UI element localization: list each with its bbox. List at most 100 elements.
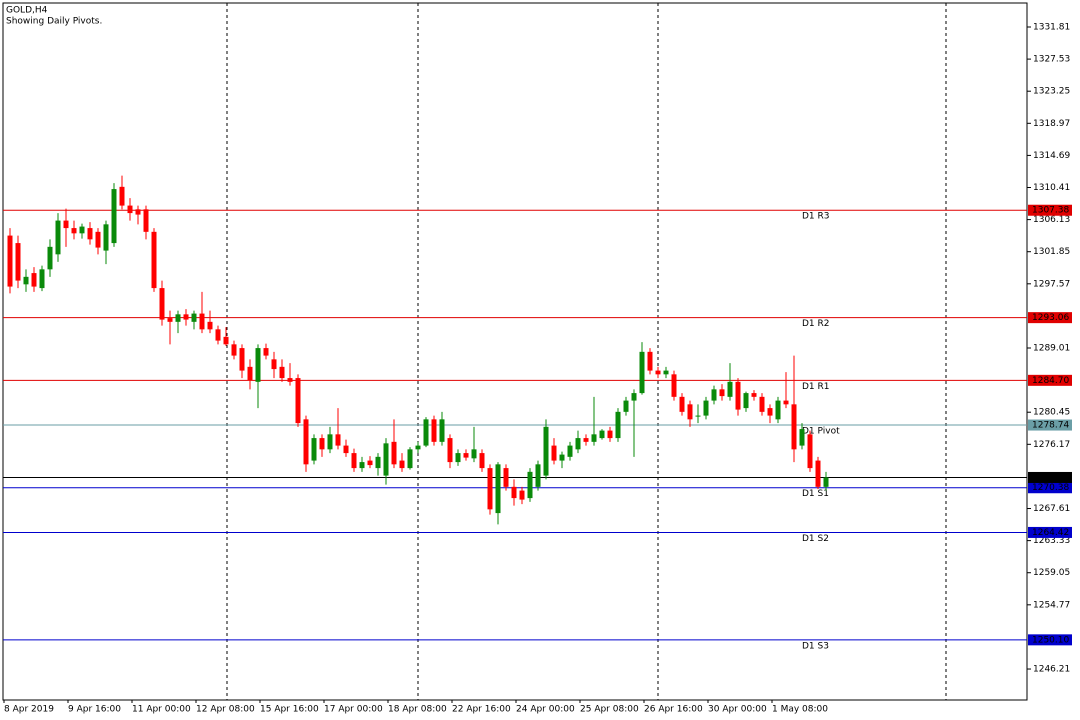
- candle-body: [439, 419, 445, 442]
- candle-body: [807, 434, 813, 469]
- candle-body: [511, 486, 517, 499]
- candle-body: [279, 366, 285, 379]
- candle-body: [455, 453, 461, 463]
- candle-body: [775, 400, 781, 420]
- candle-body: [607, 430, 613, 439]
- x-tick-label: 8 Apr 2019: [4, 705, 54, 715]
- x-tick-label: 17 Apr 00:00: [324, 705, 383, 715]
- candle-body: [63, 220, 69, 229]
- candle-body: [639, 351, 645, 394]
- candle-body: [567, 445, 573, 457]
- y-tick-label: 1259.05: [1033, 568, 1070, 578]
- last-price-box: [1028, 471, 1072, 483]
- candle-body: [647, 351, 653, 371]
- level-price-label: 1284.70: [1032, 376, 1069, 386]
- candle-body: [655, 370, 661, 375]
- y-tick-label: 1263.33: [1033, 536, 1070, 546]
- candle-body: [191, 313, 197, 322]
- candle-body: [679, 396, 685, 412]
- y-tick-label: 1276.17: [1033, 440, 1070, 450]
- candle-body: [695, 415, 701, 417]
- candle-body: [487, 468, 493, 510]
- level-price-label: 1278.74: [1032, 421, 1069, 431]
- candle-body: [711, 389, 717, 401]
- candle-body: [247, 366, 253, 381]
- candle-body: [615, 411, 621, 439]
- level-price-label: 1264.42: [1032, 528, 1069, 538]
- candle-body: [95, 231, 101, 248]
- candle-body: [15, 243, 21, 281]
- candle-body: [575, 438, 581, 450]
- y-tick-label: 1267.61: [1033, 504, 1070, 514]
- candle-body: [527, 471, 533, 499]
- candle-body: [311, 438, 317, 461]
- candle-body: [215, 329, 221, 341]
- candle-body: [751, 393, 757, 397]
- candle-body: [343, 445, 349, 454]
- chart-subtitle: Showing Daily Pivots.: [6, 17, 102, 27]
- y-tick-label: 1314.69: [1033, 151, 1070, 161]
- candle-body: [671, 374, 677, 397]
- y-tick-label: 1323.25: [1033, 87, 1070, 97]
- x-tick-label: 25 Apr 08:00: [580, 705, 639, 715]
- x-tick-label: 9 Apr 16:00: [68, 705, 121, 715]
- candle-body: [407, 449, 413, 469]
- x-tick-label: 15 Apr 16:00: [260, 705, 319, 715]
- candle-body: [263, 348, 269, 356]
- candle-body: [399, 460, 405, 469]
- candle-body: [423, 419, 429, 446]
- level-price-label: 1307.38: [1032, 206, 1069, 216]
- candle-body: [783, 400, 789, 405]
- y-tick-label: 1310.41: [1033, 183, 1070, 193]
- level-price-box: [1028, 526, 1072, 538]
- candle-body: [319, 438, 325, 450]
- candle-body: [39, 269, 45, 289]
- candle-body: [87, 228, 93, 240]
- x-tick-label: 26 Apr 16:00: [644, 705, 703, 715]
- x-tick-label: 12 Apr 08:00: [196, 705, 255, 715]
- level-price-box: [1028, 419, 1072, 431]
- candle-body: [551, 445, 557, 461]
- pivot-name: D1 S1: [802, 489, 829, 499]
- plot-frame: [2, 2, 1028, 701]
- level-price-box: [1028, 634, 1072, 646]
- candle-body: [687, 404, 693, 420]
- candle-body: [367, 460, 373, 466]
- candle-body: [175, 314, 181, 322]
- candle-body: [495, 464, 501, 514]
- candle-body: [719, 389, 725, 397]
- level-price-box: [1028, 204, 1072, 216]
- chart-title: GOLD,H4: [6, 6, 48, 16]
- candle-body: [143, 209, 149, 232]
- candle-body: [735, 381, 741, 410]
- candle-body: [47, 246, 53, 270]
- candle-body: [463, 453, 469, 458]
- candle-body: [119, 186, 125, 206]
- candle-body: [55, 220, 61, 255]
- candle-body: [663, 370, 669, 375]
- level-price-box: [1028, 482, 1072, 494]
- candle-body: [479, 453, 485, 469]
- candle-body: [535, 464, 541, 487]
- y-tick-label: 1254.77: [1033, 600, 1070, 610]
- candle-body: [287, 378, 293, 382]
- y-tick-label: 1327.53: [1033, 55, 1070, 65]
- y-tick-label: 1318.97: [1033, 119, 1070, 129]
- pivot-name: D1 R1: [802, 382, 830, 392]
- candle-body: [207, 321, 213, 330]
- level-price-box: [1028, 312, 1072, 324]
- candle-body: [623, 400, 629, 412]
- candle-body: [151, 231, 157, 289]
- candle-body: [7, 235, 13, 287]
- candle-body: [351, 453, 357, 469]
- candle-body: [431, 419, 437, 442]
- candle-body: [199, 313, 205, 330]
- y-tick-label: 1297.57: [1033, 279, 1070, 289]
- pivot-name: D1 R3: [802, 212, 830, 222]
- candle-body: [631, 393, 637, 401]
- candle-body: [823, 477, 829, 487]
- candle-body: [127, 205, 133, 214]
- x-tick-label: 11 Apr 00:00: [132, 705, 191, 715]
